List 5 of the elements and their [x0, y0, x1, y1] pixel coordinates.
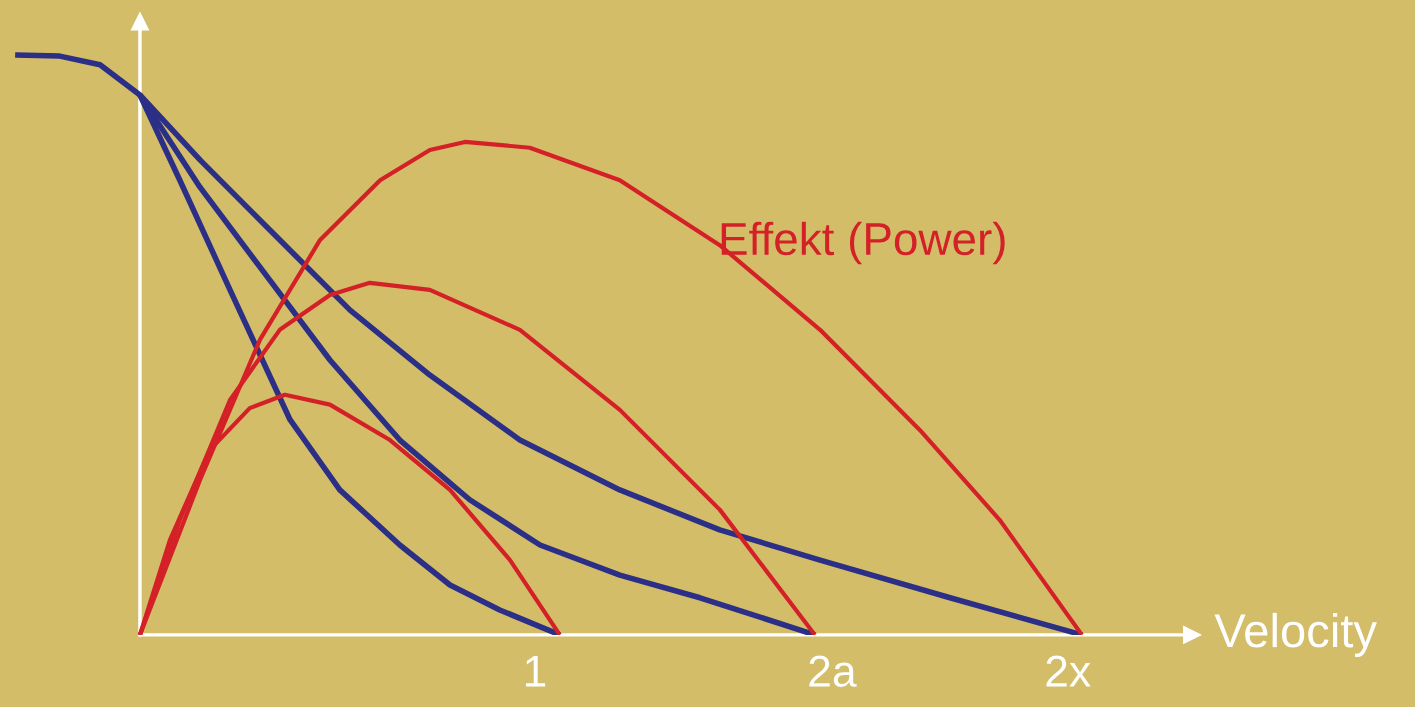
x-tick-label: 2a — [809, 655, 857, 687]
x-axis-title: Velocity — [1214, 612, 1377, 657]
x-tick-label: 1 — [525, 655, 546, 687]
annotation: Effekt (Power) — [721, 221, 1005, 265]
x-tick-label: 2x — [1046, 655, 1091, 687]
